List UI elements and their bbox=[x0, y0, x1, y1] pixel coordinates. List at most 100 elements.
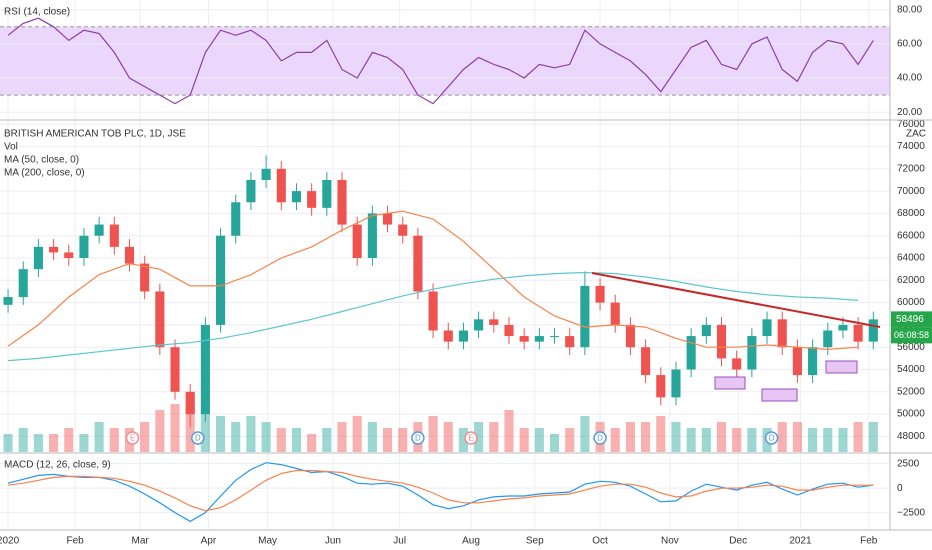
candle-body bbox=[747, 336, 757, 370]
series-line bbox=[7, 17, 874, 105]
candle-body bbox=[367, 213, 377, 259]
volume-bar bbox=[352, 416, 362, 452]
volume-bar bbox=[200, 410, 210, 452]
volume-bar bbox=[838, 428, 848, 452]
volume-bar bbox=[777, 422, 787, 452]
x-tick-label: Oct bbox=[592, 536, 608, 547]
volume-bar bbox=[656, 416, 666, 452]
event-label: D bbox=[769, 434, 775, 443]
last-price-box bbox=[891, 311, 932, 328]
series-line bbox=[7, 271, 859, 362]
candle-body bbox=[337, 179, 347, 225]
event-label: D bbox=[597, 434, 603, 443]
volume-bar bbox=[337, 422, 347, 452]
volume-bar bbox=[686, 428, 696, 452]
volume-bar bbox=[367, 422, 377, 452]
countdown-box bbox=[891, 327, 932, 344]
trend-line bbox=[591, 272, 881, 328]
volume-bar bbox=[671, 422, 681, 452]
candle-body bbox=[307, 191, 317, 208]
macd-title: MACD (12, 26, close, 9) bbox=[4, 460, 111, 471]
event-circle bbox=[125, 431, 140, 445]
volume-bar bbox=[701, 428, 711, 452]
volume-bar bbox=[3, 434, 13, 452]
volume-bar bbox=[382, 428, 393, 452]
y-tick-label: 60000 bbox=[897, 297, 925, 308]
volume-bar bbox=[534, 428, 544, 452]
candle-body bbox=[322, 179, 332, 208]
candle-body bbox=[823, 330, 833, 348]
event-circle bbox=[464, 431, 478, 445]
volume-bar bbox=[291, 428, 302, 452]
volume-bar bbox=[64, 428, 74, 452]
candle-body bbox=[64, 252, 74, 259]
volume-bar bbox=[155, 410, 165, 452]
y-tick-label: 2500 bbox=[897, 458, 920, 469]
volume-bar bbox=[94, 422, 104, 452]
x-tick-label: 2020 bbox=[0, 536, 20, 547]
annotation-box bbox=[714, 376, 746, 390]
series-line bbox=[7, 469, 874, 512]
event-marker: D bbox=[191, 431, 205, 445]
candle-body bbox=[625, 324, 635, 348]
candle-body bbox=[686, 336, 696, 370]
ma-legend: MA (50, close, 0) bbox=[4, 155, 79, 166]
candle-body bbox=[762, 319, 772, 337]
volume-bar bbox=[49, 434, 59, 452]
volume-bar bbox=[109, 428, 119, 452]
volume-bar bbox=[580, 416, 590, 452]
x-tick-label: Mar bbox=[131, 536, 149, 547]
event-circle bbox=[593, 431, 607, 445]
candle-body bbox=[413, 235, 423, 292]
candle-body bbox=[216, 235, 226, 325]
volume-bar bbox=[474, 422, 484, 452]
candle-body bbox=[580, 285, 590, 348]
candle-body bbox=[777, 319, 787, 348]
candle-body bbox=[200, 324, 210, 415]
y-tick-label: 74000 bbox=[897, 141, 925, 152]
volume-bar bbox=[307, 434, 317, 452]
volume-bar bbox=[716, 422, 727, 452]
volume-bar bbox=[792, 422, 802, 452]
event-marker: D bbox=[764, 431, 779, 445]
candle-body bbox=[33, 246, 43, 270]
volume-bar bbox=[140, 422, 150, 452]
event-label: D bbox=[195, 434, 201, 443]
annotation-box bbox=[761, 388, 798, 402]
candle-body bbox=[124, 246, 135, 264]
candle-body bbox=[519, 336, 529, 342]
event-marker: E bbox=[464, 431, 478, 445]
candle-body bbox=[246, 179, 256, 203]
volume-bar bbox=[276, 428, 286, 452]
event-marker: D bbox=[411, 431, 425, 445]
candle-body bbox=[868, 319, 878, 342]
y-tick-label: 54000 bbox=[897, 364, 925, 375]
volume-bar bbox=[261, 422, 271, 452]
candle-body bbox=[474, 319, 484, 331]
candle-body bbox=[732, 358, 742, 370]
candle-body bbox=[595, 285, 605, 303]
candle-body bbox=[458, 330, 468, 342]
candle-body bbox=[276, 168, 286, 203]
candle-body bbox=[18, 269, 28, 298]
rsi-title: RSI (14, close) bbox=[4, 7, 70, 18]
candle-body bbox=[534, 336, 544, 342]
y-tick-label: 48000 bbox=[897, 431, 925, 442]
candle-body bbox=[140, 263, 150, 292]
y-tick-label: 52000 bbox=[897, 386, 925, 397]
x-tick-label: Apr bbox=[201, 536, 217, 547]
y-tick-label: 76000 bbox=[897, 119, 925, 130]
candle-body bbox=[428, 291, 438, 331]
y-tick-label: −2500 bbox=[897, 507, 926, 518]
currency: ZAC bbox=[906, 129, 926, 140]
volume-bar bbox=[231, 422, 241, 452]
candle-body bbox=[443, 330, 453, 342]
rsi-band bbox=[0, 26, 890, 96]
volume-bar bbox=[79, 434, 89, 452]
x-tick-label: Feb bbox=[860, 536, 878, 547]
ma-legend: MA (200, close, 0) bbox=[4, 168, 85, 179]
volume-bar bbox=[610, 428, 620, 452]
y-tick-label: 0 bbox=[897, 483, 903, 494]
price-title: BRITISH AMERICAN TOB PLC, 1D, JSE bbox=[4, 129, 186, 140]
